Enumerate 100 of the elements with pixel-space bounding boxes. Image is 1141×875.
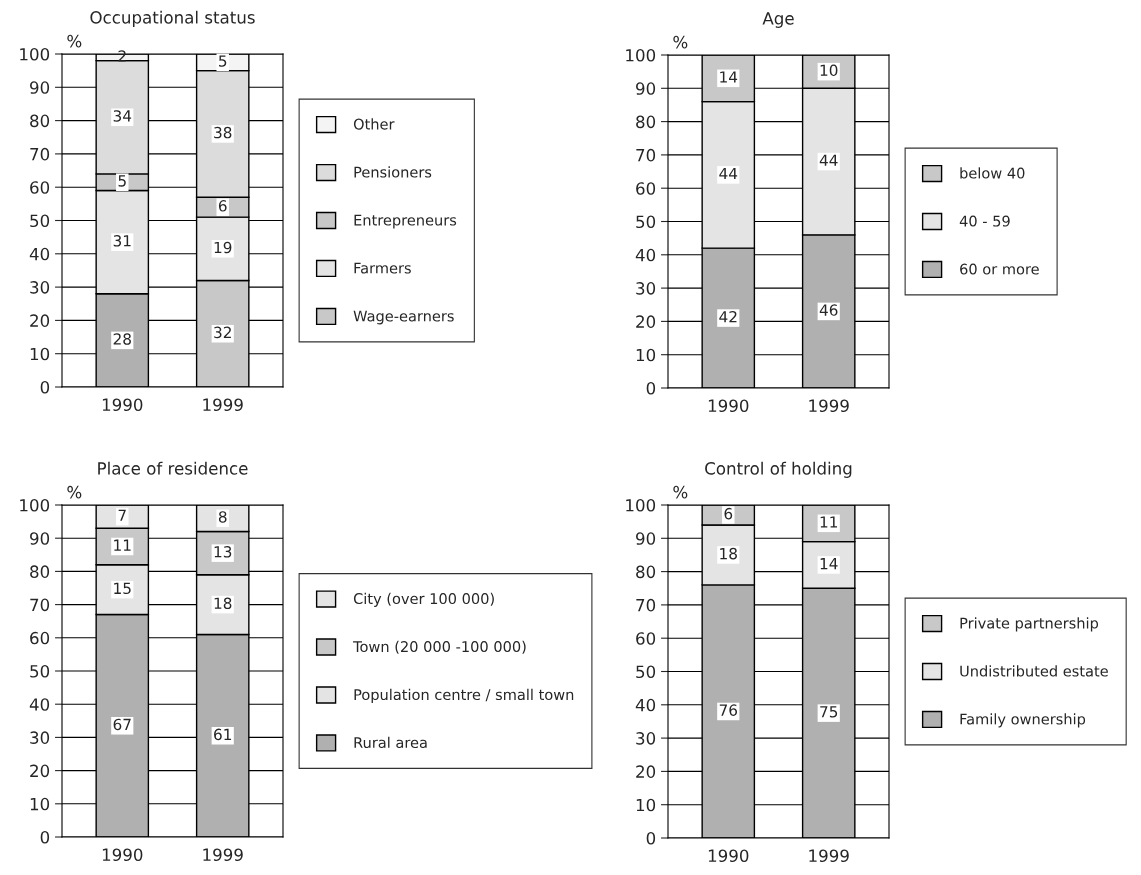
data-label: 67 <box>113 718 131 731</box>
data-label: 18 <box>214 597 232 610</box>
y-tick-label: 30 <box>30 281 50 294</box>
y-tick-label: 90 <box>30 81 50 94</box>
data-label: 11 <box>820 516 838 528</box>
data-label: 19 <box>214 241 232 254</box>
y-tick-label: 20 <box>30 314 50 327</box>
y-tick-label: 10 <box>30 797 50 811</box>
data-label: 34 <box>113 110 132 122</box>
data-label: 15 <box>114 582 131 595</box>
y-axis-title: % <box>67 34 82 48</box>
y-tick-label: 100 <box>626 498 656 512</box>
y-tick-label: 70 <box>636 148 656 162</box>
data-label: 6 <box>218 200 227 212</box>
data-label: 6 <box>724 507 733 520</box>
legend-label: Family ownership <box>960 713 1086 728</box>
chart-title: Occupational status <box>90 10 255 27</box>
legend-label: Entrepreneurs <box>354 214 457 229</box>
data-label: 5 <box>118 175 126 187</box>
y-tick-label: 20 <box>30 764 50 778</box>
y-tick-label: 80 <box>636 115 656 129</box>
data-label: 7 <box>118 509 126 521</box>
data-label: 44 <box>719 167 738 180</box>
legend-label: 40 - 59 <box>959 215 1010 227</box>
y-tick-label: 60 <box>30 181 50 194</box>
data-label: 61 <box>214 728 232 741</box>
legend-label: Wage-earners <box>353 310 454 325</box>
y-tick-label: 100 <box>20 47 50 61</box>
x-tick-label: 1990 <box>708 399 749 413</box>
legend-label: Undistributed estate <box>960 665 1108 677</box>
data-label: 31 <box>113 235 131 247</box>
data-label: 76 <box>719 704 738 716</box>
y-tick-label: 50 <box>30 664 50 678</box>
y-tick-label: 90 <box>636 532 656 545</box>
data-label: 18 <box>720 547 737 560</box>
legend-label: Farmers <box>354 262 411 274</box>
y-tick-label: 0 <box>646 831 656 845</box>
y-tick-label: 100 <box>20 498 50 512</box>
data-label: 10 <box>820 64 838 77</box>
y-tick-label: 30 <box>636 282 656 295</box>
data-label: 13 <box>214 546 232 558</box>
data-label: 8 <box>218 511 227 523</box>
y-tick-label: 20 <box>636 315 656 328</box>
x-tick-label: 1990 <box>102 848 143 862</box>
chart-title: Place of residence <box>98 461 248 475</box>
y-tick-label: 90 <box>636 82 656 95</box>
y-tick-label: 40 <box>29 698 50 711</box>
y-tick-label: 80 <box>30 114 50 128</box>
y-tick-label: 60 <box>636 632 656 645</box>
chart-title: Age <box>762 12 794 28</box>
y-tick-label: 20 <box>636 765 656 778</box>
y-tick-label: 30 <box>30 731 50 744</box>
y-tick-label: 40 <box>635 698 656 712</box>
y-tick-label: 40 <box>29 247 50 261</box>
y-tick-label: 50 <box>636 215 656 229</box>
data-label: 42 <box>719 310 737 323</box>
y-tick-label: 80 <box>30 565 50 578</box>
legend-label: Rural area <box>354 736 427 749</box>
y-tick-label: 70 <box>30 598 50 612</box>
data-label: 5 <box>219 55 227 67</box>
y-tick-label: 60 <box>636 182 656 195</box>
data-label: 14 <box>820 558 838 570</box>
y-tick-label: 0 <box>40 830 50 844</box>
y-tick-label: 10 <box>636 348 656 362</box>
y-tick-label: 90 <box>30 532 50 545</box>
y-tick-label: 50 <box>30 214 50 228</box>
legend-label: Pensioners <box>354 166 432 178</box>
x-tick-label: 1990 <box>102 398 143 412</box>
legend-label: City (over 100 000) <box>353 592 494 607</box>
x-tick-label: 1999 <box>203 398 243 412</box>
data-label: 28 <box>113 333 131 345</box>
y-tick-label: 70 <box>30 147 50 161</box>
y-tick-label: 80 <box>636 565 656 579</box>
legend-label: Private partnership <box>960 617 1099 632</box>
data-label: 38 <box>214 126 232 139</box>
legend-label: Town (20 000 -100 000) <box>353 640 526 654</box>
legend-label: Other <box>353 118 395 130</box>
y-axis-title: % <box>673 35 688 49</box>
chart-title: Control of holding <box>705 461 852 478</box>
y-tick-label: 60 <box>30 631 50 645</box>
legend-label: below 40 <box>960 167 1025 179</box>
y-tick-label: 10 <box>30 347 50 361</box>
y-tick-label: 0 <box>40 380 50 394</box>
data-label: 14 <box>720 71 738 83</box>
x-tick-label: 1990 <box>708 849 749 863</box>
data-label: 11 <box>114 539 131 551</box>
legend-label: Population centre / small town <box>354 688 574 703</box>
legend-label: 60 or more <box>960 263 1039 275</box>
y-tick-label: 40 <box>635 248 656 262</box>
data-label: 44 <box>819 154 838 166</box>
y-axis-title: % <box>673 485 688 499</box>
x-tick-label: 1999 <box>809 849 849 863</box>
y-tick-label: 0 <box>646 381 656 395</box>
data-label: 46 <box>819 304 838 316</box>
y-tick-label: 30 <box>636 732 656 745</box>
x-tick-label: 1999 <box>203 848 243 862</box>
y-tick-label: 70 <box>636 598 656 612</box>
y-tick-label: 50 <box>636 665 656 679</box>
y-tick-label: 100 <box>626 48 656 62</box>
data-label: 75 <box>820 706 838 718</box>
